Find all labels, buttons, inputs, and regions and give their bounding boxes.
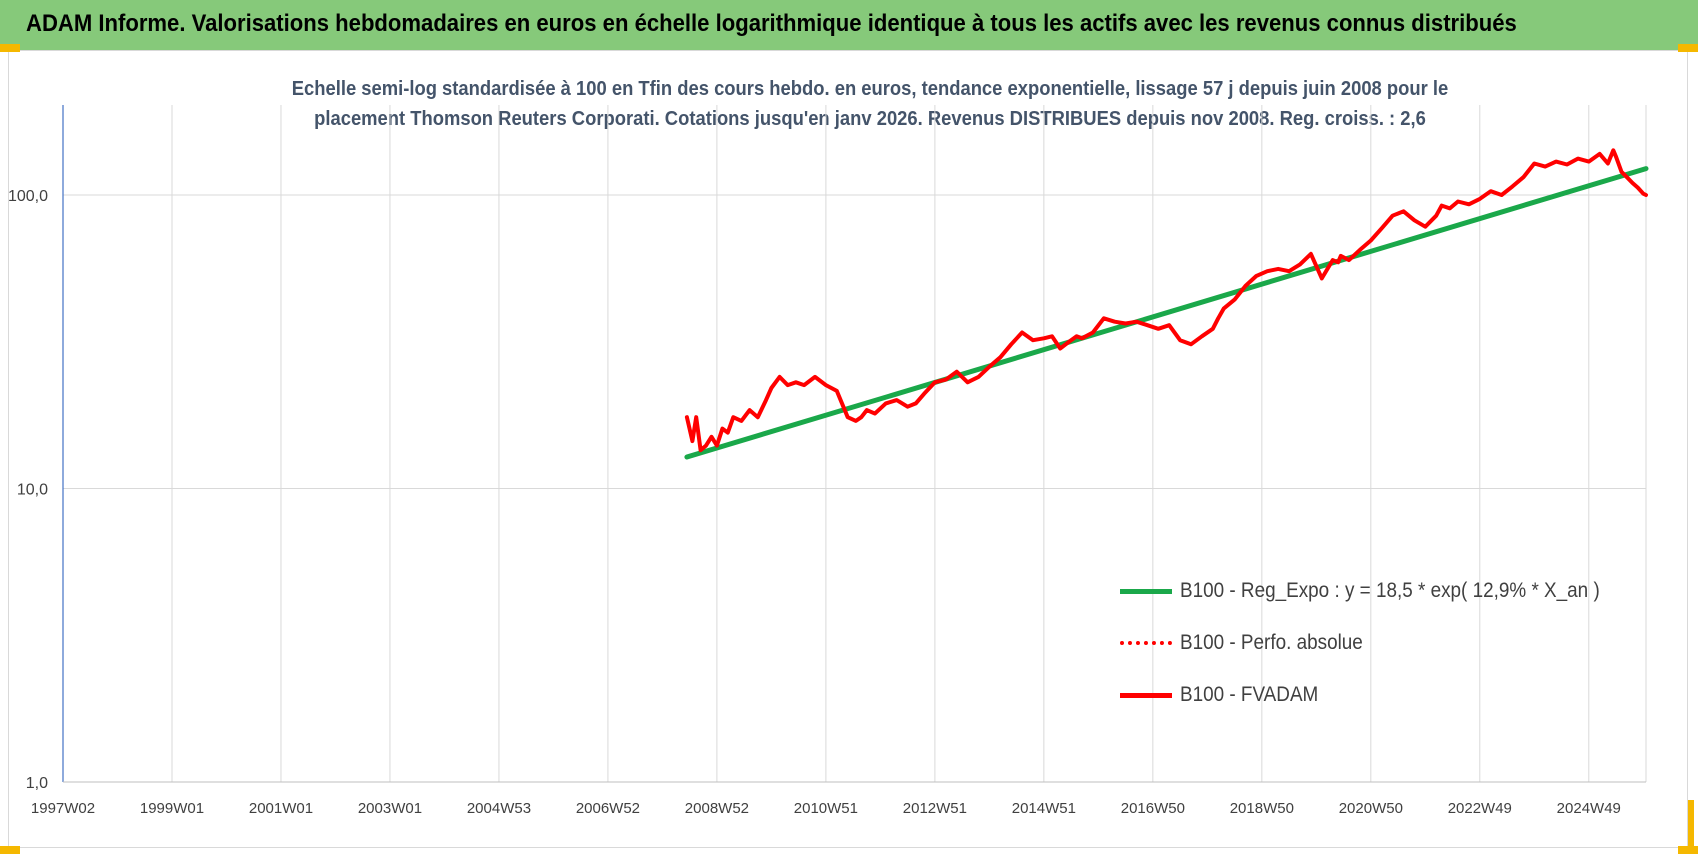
- series-lines: [684, 148, 1649, 460]
- corner-mark-top-right: [1678, 44, 1698, 52]
- corner-mark-right-edge: [1688, 800, 1694, 846]
- legend-item-perfo-absolue: B100 - Perfo. absolue: [1120, 617, 1646, 669]
- x-tick-label: 2016W50: [1121, 800, 1185, 817]
- corner-mark-top-left: [0, 44, 20, 52]
- legend-swatch-perfo-absolue: [1120, 641, 1172, 645]
- chart-title: Echelle semi-log standardisée à 100 en T…: [254, 74, 1487, 134]
- legend-label-perfo-absolue: B100 - Perfo. absolue: [1180, 631, 1363, 654]
- x-tick-label: 2020W50: [1339, 800, 1403, 817]
- y-tick-labels: 1,0 10,0 100,0: [8, 188, 48, 792]
- y-tick-label: 1,0: [26, 775, 48, 792]
- x-tick-label: 2010W51: [794, 800, 858, 817]
- legend-swatch-reg-expo: [1120, 588, 1172, 594]
- chart-frame: [8, 50, 1688, 848]
- x-tick-label: 2003W01: [358, 800, 422, 817]
- chart-title-line-1: Echelle semi-log standardisée à 100 en T…: [291, 78, 1449, 100]
- x-tick-label: 2022W49: [1448, 800, 1512, 817]
- legend-label-fvadam: B100 - FVADAM: [1180, 683, 1319, 706]
- series-line-reg-expo: [684, 166, 1649, 460]
- x-tick-label: 2006W52: [576, 800, 640, 817]
- x-tick-label: 2008W52: [685, 800, 749, 817]
- legend: B100 - Reg_Expo : y = 18,5 * exp( 12,9% …: [1120, 565, 1646, 721]
- x-tick-label: 1999W01: [140, 800, 204, 817]
- x-tick-label: 2018W50: [1230, 800, 1294, 817]
- x-tick-label: 2001W01: [249, 800, 313, 817]
- corner-mark-bottom-left: [0, 846, 20, 854]
- x-tick-label: 2012W51: [903, 800, 967, 817]
- axes: [62, 105, 1646, 783]
- legend-item-reg-expo: B100 - Reg_Expo : y = 18,5 * exp( 12,9% …: [1120, 565, 1646, 617]
- y-tick-label: 10,0: [17, 482, 48, 499]
- legend-swatch-fvadam: [1120, 692, 1172, 698]
- legend-label-reg-expo: B100 - Reg_Expo : y = 18,5 * exp( 12,9% …: [1180, 579, 1600, 602]
- x-tick-label: 2024W49: [1557, 800, 1621, 817]
- y-tick-label: 100,0: [8, 188, 48, 205]
- x-tick-label: 2014W51: [1012, 800, 1076, 817]
- grid-lines: [63, 105, 1647, 782]
- x-tick-label: 2004W53: [467, 800, 531, 817]
- header-banner: ADAM Informe. Valorisations hebdomadaire…: [0, 0, 1698, 50]
- chart-title-line-2: placement Thomson Reuters Corporati. Cot…: [314, 108, 1426, 130]
- series-line-fvadam: [684, 148, 1648, 453]
- legend-item-fvadam: B100 - FVADAM: [1120, 669, 1646, 721]
- x-tick-labels: 1997W02 1999W01 2001W01 2003W01 2004W53 2006W…: [31, 800, 1621, 817]
- corner-mark-bottom-right: [1678, 846, 1698, 854]
- x-tick-label: 1997W02: [31, 800, 95, 817]
- page-title: ADAM Informe. Valorisations hebdomadaire…: [26, 10, 1517, 37]
